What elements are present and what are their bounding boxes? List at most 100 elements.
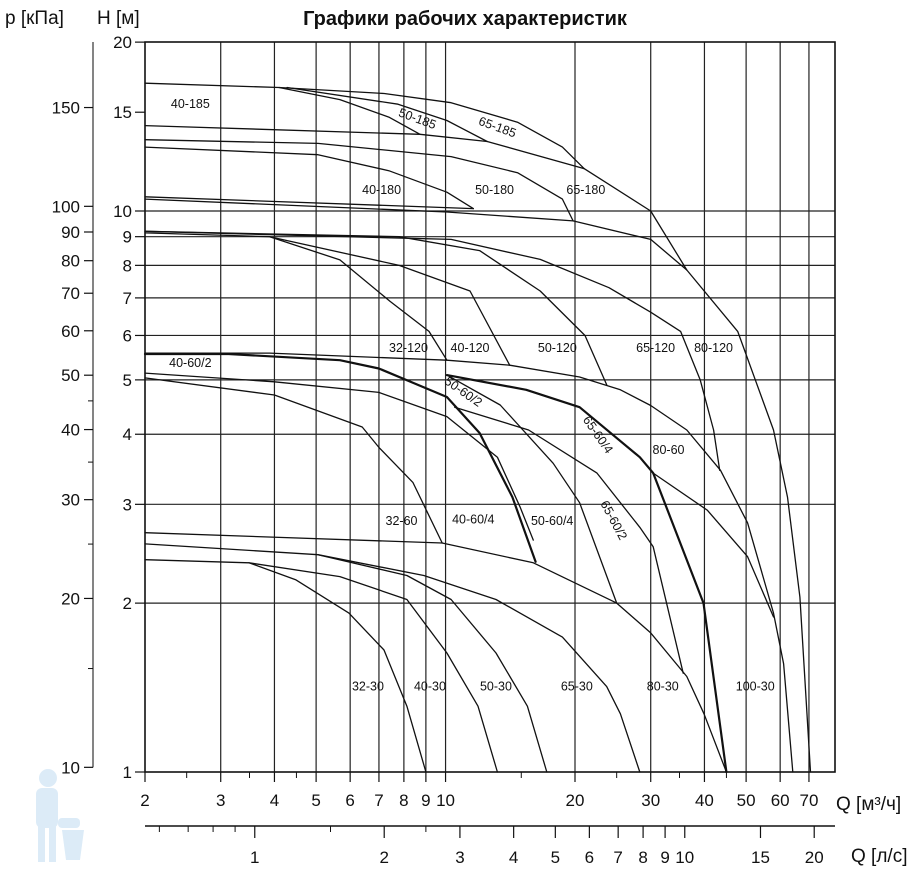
pump-curve: [144, 232, 448, 361]
plot-frame: [144, 41, 836, 773]
y-tick-label: 20: [113, 33, 132, 52]
y2-tick-label: 40: [61, 421, 80, 440]
x-tick-label: 60: [771, 791, 790, 810]
x-tick-label: 6: [345, 791, 354, 810]
curve-label: 65-185: [477, 114, 518, 140]
x-tick-label: 9: [421, 791, 430, 810]
curve-label: 32-30: [352, 680, 384, 694]
curve-label: 40-60/2: [169, 356, 211, 370]
pump-curve: [278, 86, 421, 135]
x2-tick-label: 3: [455, 848, 464, 867]
chart-title: Графики рабочих характеристик: [303, 8, 628, 30]
x2-tick-label: 1: [250, 848, 259, 867]
x-tick-label: 10: [436, 791, 455, 810]
x-tick-label: 2: [140, 791, 149, 810]
y-tick-label: 10: [113, 202, 132, 221]
curve-label: 65-30: [561, 680, 593, 694]
y-tick-label: 7: [123, 289, 132, 308]
y2-tick-label: 90: [61, 223, 80, 242]
curve-label: 50-185: [397, 106, 438, 132]
y-tick-label: 8: [123, 256, 132, 275]
y2-tick-label: 50: [61, 366, 80, 385]
y2-tick-label: 100: [52, 197, 80, 216]
axes: 1234567891015201020304050607080901001502…: [52, 33, 835, 867]
pump-curve: [144, 372, 534, 541]
y2-tick-label: 20: [61, 589, 80, 608]
pump-curve: [144, 124, 585, 170]
curve-label: 40-180: [362, 183, 401, 197]
curve-label: 50-180: [475, 183, 514, 197]
y2-tick-label: 80: [61, 252, 80, 271]
y2-tick-label: 30: [61, 491, 80, 510]
x2-tick-label: 8: [638, 848, 647, 867]
pump-curve: [144, 82, 585, 170]
pump-curve: [144, 198, 812, 773]
x2-tick-label: 9: [660, 848, 669, 867]
pump-curve: [144, 196, 474, 210]
x2-tick-label: 7: [613, 848, 622, 867]
x2-tick-label: 6: [585, 848, 594, 867]
x2-tick-label: 2: [379, 848, 388, 867]
pump-curve: [583, 167, 688, 271]
y-tick-label: 4: [123, 425, 132, 444]
curve-label: 80-60: [653, 443, 685, 457]
y-tick-label: 9: [123, 228, 132, 247]
pump-curve: [286, 86, 488, 143]
curve-label: 40-120: [451, 341, 490, 355]
pump-curve: [144, 230, 721, 471]
plumber-watermark-icon: [36, 769, 84, 862]
curve-label: 40-30: [414, 680, 446, 694]
curve-label: 80-30: [647, 680, 679, 694]
x2-tick-label: 15: [751, 848, 770, 867]
x-tick-label: 8: [399, 791, 408, 810]
pump-curve: [144, 230, 608, 386]
x-tick-label: 40: [695, 791, 714, 810]
curve-label: 100-30: [736, 680, 775, 694]
pump-curve: [144, 377, 443, 544]
grid: [144, 41, 836, 773]
curve-label: 50-120: [538, 341, 577, 355]
curve-label: 80-120: [694, 341, 733, 355]
y2-axis-label: p [кПа]: [5, 8, 64, 29]
curves: [143, 82, 812, 774]
x-axis-label: Q [м³/ч]: [836, 794, 901, 815]
y-tick-label: 5: [123, 371, 132, 390]
x-tick-label: 30: [641, 791, 660, 810]
x2-tick-label: 10: [675, 848, 694, 867]
x-tick-label: 20: [566, 791, 585, 810]
pump-curve: [652, 472, 775, 618]
curve-label: 32-60: [386, 514, 418, 528]
y-tick-label: 15: [113, 103, 132, 122]
y2-tick-label: 70: [61, 284, 80, 303]
pump-curve: [445, 374, 728, 774]
y-tick-label: 3: [123, 495, 132, 514]
curve-label: 40-185: [171, 97, 210, 111]
pump-curve: [248, 562, 499, 773]
y-tick-label: 1: [123, 763, 132, 782]
pump-curve: [144, 352, 794, 773]
x2-axis-label: Q [л/с]: [851, 846, 907, 867]
pump-curve: [446, 374, 618, 604]
pump-curve: [144, 146, 474, 210]
x-tick-label: 3: [216, 791, 225, 810]
x-tick-label: 5: [311, 791, 320, 810]
x-tick-label: 7: [374, 791, 383, 810]
x-tick-label: 50: [737, 791, 756, 810]
x2-tick-label: 20: [805, 848, 824, 867]
curve-label: 65-180: [566, 183, 605, 197]
curve-label: 65-120: [636, 341, 675, 355]
y2-tick-label: 150: [52, 99, 80, 118]
x2-tick-label: 5: [551, 848, 560, 867]
curve-label: 40-60/4: [452, 512, 494, 526]
pump-curve: [317, 554, 641, 773]
y-axis-label: H [м]: [97, 8, 140, 29]
pump-curve: [143, 352, 537, 563]
y-tick-label: 2: [123, 594, 132, 613]
pump-curve: [454, 406, 684, 674]
x2-tick-label: 4: [509, 848, 518, 867]
y2-tick-label: 10: [61, 758, 80, 777]
pump-curve: [269, 236, 511, 366]
curve-label: 32-120: [389, 341, 428, 355]
x-tick-label: 4: [270, 791, 279, 810]
